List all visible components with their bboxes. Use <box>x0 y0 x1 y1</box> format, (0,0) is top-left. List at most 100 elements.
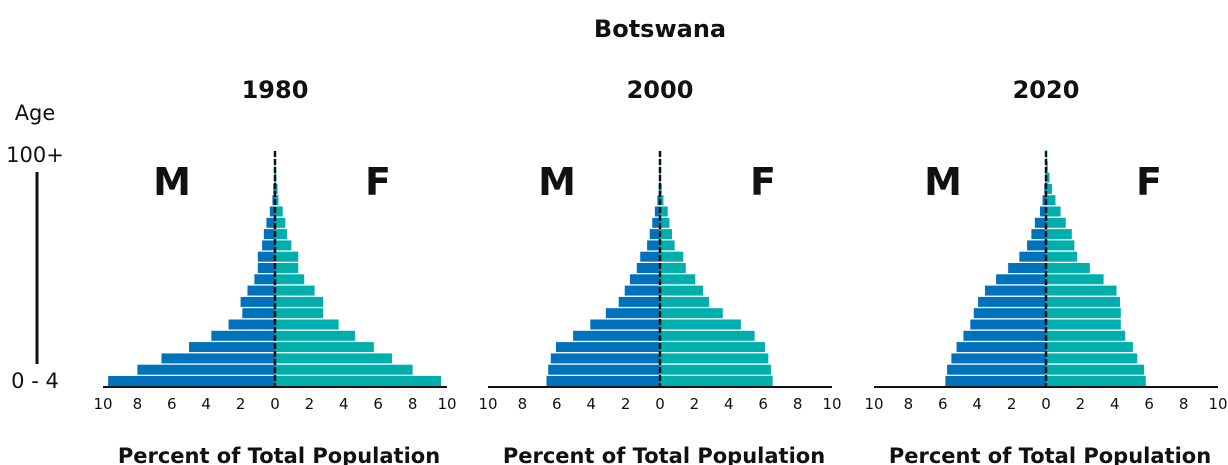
bar <box>275 376 441 386</box>
y-tick-label: 100+ <box>6 143 64 167</box>
bar <box>242 308 275 319</box>
bar <box>275 240 292 251</box>
x-tick-label: 6 <box>167 395 177 413</box>
bar <box>275 285 315 296</box>
x-tick-label: 4 <box>339 395 349 413</box>
bar <box>660 195 664 206</box>
bar <box>548 364 660 375</box>
bar <box>275 364 413 375</box>
bar <box>654 206 660 217</box>
x-tick-label: 8 <box>133 395 143 413</box>
bar <box>262 240 275 251</box>
bar <box>1046 195 1056 206</box>
bar <box>275 330 355 341</box>
bar <box>660 206 668 217</box>
bar <box>970 319 1046 330</box>
bar <box>1046 161 1048 172</box>
bar <box>660 330 755 341</box>
bar <box>555 342 660 353</box>
bar <box>275 319 339 330</box>
x-tick-label: 4 <box>586 395 596 413</box>
bar <box>228 319 275 330</box>
bar <box>605 308 660 319</box>
bar <box>660 274 696 285</box>
bar <box>657 195 660 206</box>
bar <box>647 240 660 251</box>
chart-title: 2020 <box>1013 76 1080 104</box>
x-tick-label: 8 <box>518 395 528 413</box>
bar <box>1046 172 1050 183</box>
bar <box>1027 240 1046 251</box>
bar <box>1046 183 1053 194</box>
bar <box>1008 263 1046 273</box>
bar <box>1046 229 1072 240</box>
x-tick-label: 2 <box>236 395 246 413</box>
x-tick-label: 10 <box>864 395 883 413</box>
x-tick-label: 4 <box>972 395 982 413</box>
bar <box>951 353 1046 364</box>
bar <box>161 353 275 364</box>
bar <box>984 285 1046 296</box>
legend-label: M <box>924 160 962 204</box>
x-axis-label: Percent of Total Population <box>118 444 440 465</box>
bar <box>275 308 324 319</box>
bar <box>649 229 660 240</box>
bar <box>636 263 660 273</box>
bar <box>640 251 660 262</box>
bar <box>257 251 275 262</box>
bar <box>269 206 275 217</box>
x-tick-label: 6 <box>758 395 768 413</box>
bar <box>973 308 1046 319</box>
bar <box>660 342 765 353</box>
bar <box>945 376 1046 386</box>
bar <box>573 330 660 341</box>
bar <box>275 206 283 217</box>
x-tick-label: 10 <box>1208 395 1227 413</box>
bar <box>660 364 771 375</box>
bar <box>546 376 660 386</box>
bar <box>1046 319 1121 330</box>
bar <box>947 364 1046 375</box>
bar <box>1046 296 1120 307</box>
x-tick-label: 8 <box>408 395 418 413</box>
x-tick-label: 6 <box>552 395 562 413</box>
bar <box>275 217 286 228</box>
bar <box>956 342 1046 353</box>
bar <box>652 217 660 228</box>
bar <box>660 319 741 330</box>
bar <box>550 353 660 364</box>
x-tick-label: 10 <box>478 395 497 413</box>
bar <box>1046 206 1061 217</box>
bar <box>590 319 660 330</box>
bar <box>275 353 392 364</box>
bar <box>275 274 305 285</box>
bar <box>660 296 710 307</box>
bar <box>660 308 723 319</box>
bar <box>1046 342 1133 353</box>
legend-label: M <box>153 160 191 204</box>
bar <box>137 364 275 375</box>
bar <box>1046 251 1077 262</box>
bar <box>272 195 275 206</box>
bar <box>1046 274 1104 285</box>
y-tick-label: 0 - 4 <box>11 369 59 393</box>
x-tick-label: 6 <box>938 395 948 413</box>
bar <box>240 296 275 307</box>
x-axis-label: Percent of Total Population <box>889 444 1211 465</box>
bar <box>266 217 275 228</box>
bar <box>1046 376 1146 386</box>
bar <box>108 376 275 386</box>
bar <box>660 240 675 251</box>
x-tick-label: 4 <box>1110 395 1120 413</box>
legend-label: F <box>365 160 391 204</box>
bar <box>275 296 324 307</box>
legend-label: F <box>750 160 776 204</box>
bar <box>275 161 276 172</box>
chart-title: 1980 <box>242 76 309 104</box>
bar <box>275 229 288 240</box>
x-tick-label: 2 <box>1076 395 1086 413</box>
bar <box>1046 353 1138 364</box>
bar <box>660 263 686 273</box>
bar <box>1046 240 1075 251</box>
